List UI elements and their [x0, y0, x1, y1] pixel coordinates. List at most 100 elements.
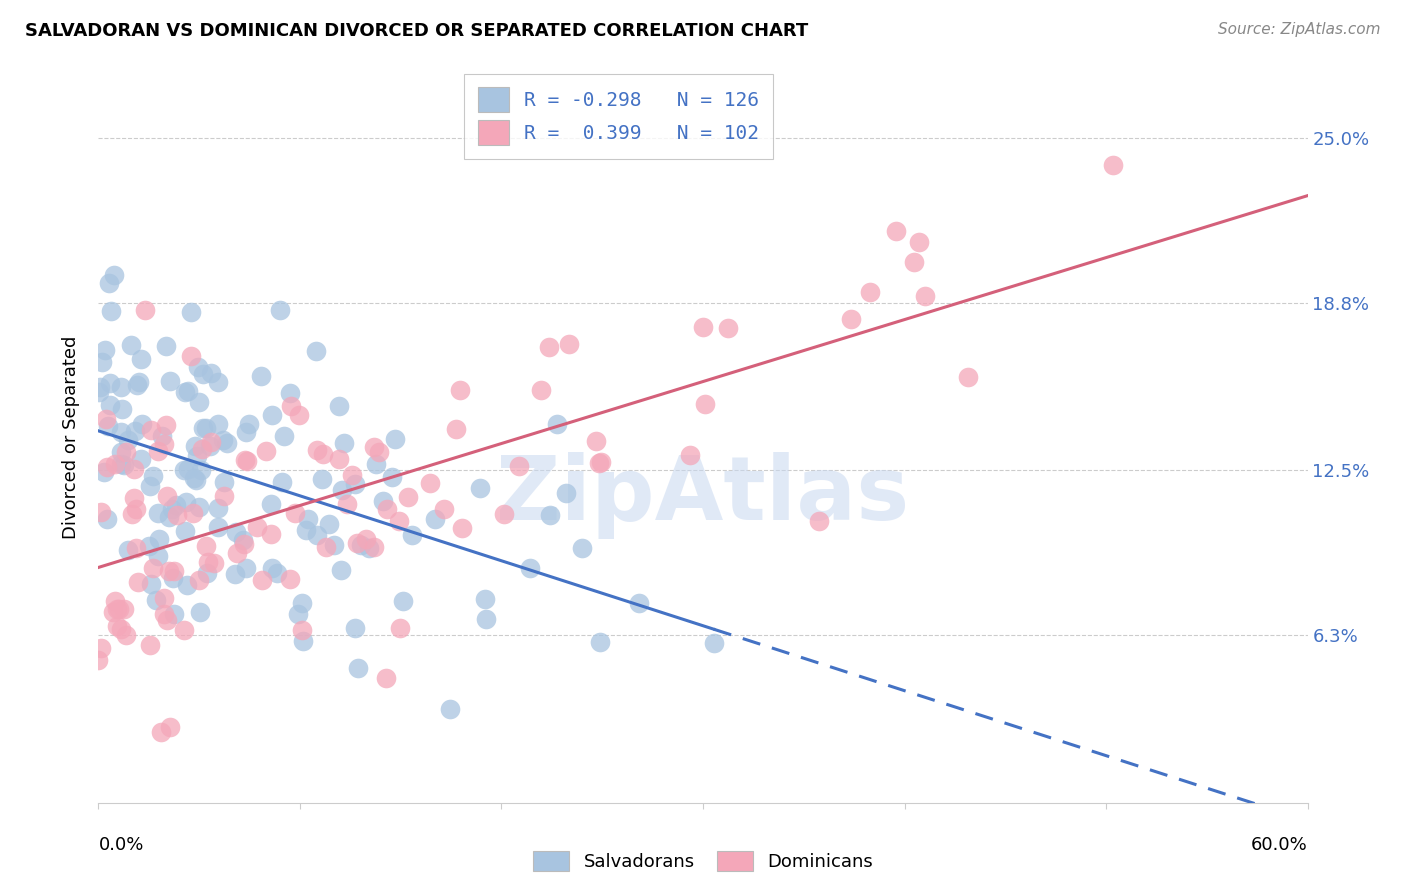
Point — [139, 577, 162, 591]
Point — [128, 375, 150, 389]
Point — [184, 473, 207, 487]
Point — [346, 536, 368, 550]
Point — [423, 512, 446, 526]
Point — [249, 369, 271, 384]
Point — [212, 490, 235, 504]
Point — [96, 459, 118, 474]
Point — [90, 505, 112, 519]
Point — [142, 561, 165, 575]
Point — [589, 455, 612, 469]
Point — [98, 277, 121, 291]
Point — [96, 512, 118, 526]
Point — [233, 453, 256, 467]
Point — [101, 605, 124, 619]
Point — [589, 635, 612, 649]
Point — [94, 343, 117, 357]
Point — [120, 338, 142, 352]
Point — [312, 447, 335, 461]
Point — [115, 628, 138, 642]
Point — [305, 528, 328, 542]
Point — [114, 445, 136, 459]
Point — [571, 541, 593, 555]
Point — [187, 395, 209, 409]
Point — [180, 304, 202, 318]
Point — [284, 507, 307, 521]
Point — [323, 538, 346, 552]
Point — [232, 533, 254, 548]
Point — [103, 268, 125, 283]
Point — [886, 224, 908, 238]
Point — [260, 497, 283, 511]
Legend: Salvadorans, Dominicans: Salvadorans, Dominicans — [526, 844, 880, 879]
Point — [311, 472, 333, 486]
Point — [134, 303, 156, 318]
Point — [807, 514, 830, 528]
Point — [280, 386, 302, 401]
Point — [157, 510, 180, 524]
Point — [470, 481, 492, 495]
Point — [270, 475, 292, 489]
Point — [165, 498, 187, 512]
Point — [530, 383, 553, 397]
Point — [117, 433, 139, 447]
Point — [155, 613, 177, 627]
Point — [371, 493, 394, 508]
Point — [155, 338, 177, 352]
Point — [235, 454, 257, 468]
Point — [149, 724, 172, 739]
Point — [87, 653, 110, 667]
Point — [127, 575, 149, 590]
Point — [181, 506, 204, 520]
Point — [108, 602, 131, 616]
Point — [87, 384, 110, 399]
Point — [347, 661, 370, 675]
Point — [305, 344, 328, 359]
Point — [273, 428, 295, 442]
Legend: R = -0.298   N = 126, R =  0.399   N = 102: R = -0.298 N = 126, R = 0.399 N = 102 — [464, 74, 773, 159]
Point — [363, 441, 385, 455]
Point — [678, 448, 700, 462]
Point — [200, 366, 222, 380]
Point — [367, 445, 389, 459]
Point — [96, 412, 118, 426]
Point — [537, 340, 560, 354]
Point — [110, 444, 132, 458]
Point — [328, 400, 350, 414]
Point — [162, 607, 184, 621]
Point — [519, 561, 541, 575]
Point — [315, 540, 337, 554]
Point — [104, 594, 127, 608]
Point — [260, 561, 283, 575]
Point — [344, 621, 367, 635]
Point — [288, 408, 311, 422]
Point — [318, 516, 340, 531]
Point — [233, 537, 256, 551]
Point — [903, 255, 925, 269]
Point — [957, 370, 980, 384]
Point — [259, 527, 281, 541]
Point — [585, 434, 607, 448]
Point — [159, 720, 181, 734]
Point — [93, 465, 115, 479]
Point — [335, 497, 357, 511]
Point — [166, 508, 188, 522]
Point — [250, 574, 273, 588]
Point — [146, 549, 169, 563]
Point — [160, 502, 183, 516]
Point — [717, 321, 740, 335]
Point — [146, 444, 169, 458]
Point — [117, 543, 139, 558]
Point — [89, 380, 111, 394]
Point — [266, 566, 288, 580]
Point — [260, 408, 283, 422]
Point — [841, 312, 863, 326]
Point — [157, 564, 180, 578]
Point — [146, 506, 169, 520]
Point — [588, 456, 610, 470]
Point — [202, 556, 225, 570]
Point — [538, 508, 561, 522]
Point — [155, 417, 177, 432]
Point — [555, 486, 578, 500]
Point — [297, 512, 319, 526]
Point — [187, 359, 209, 374]
